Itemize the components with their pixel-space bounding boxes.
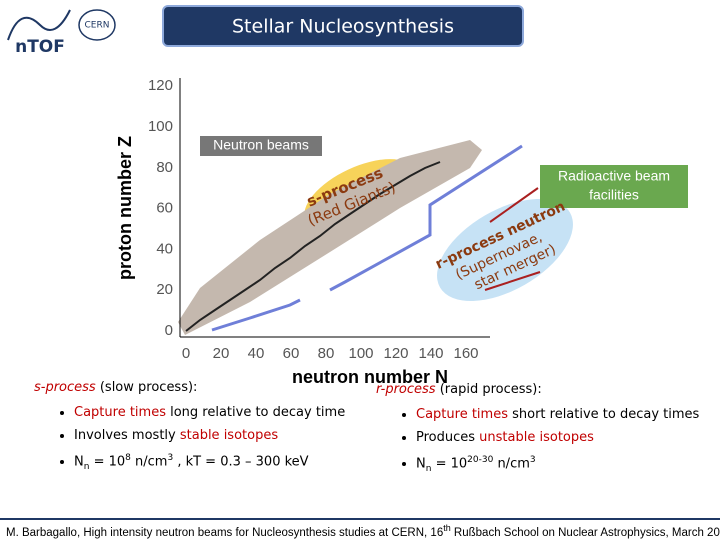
y-axis-label: proton number Z	[115, 136, 135, 280]
arrow	[489, 187, 539, 223]
y-tick-label: 0	[165, 322, 173, 339]
neutron-beams-box	[200, 136, 322, 156]
logo-curve	[7, 9, 71, 41]
y-tick-label: 120	[148, 77, 173, 94]
text-segment: unstable isotopes	[479, 430, 594, 445]
text-segment: long relative to decay time	[165, 405, 346, 420]
x-tick-label: 0	[182, 345, 190, 362]
text-segment: Capture times	[416, 407, 508, 422]
text-segment: n	[425, 463, 432, 474]
text-segment: n/cm	[130, 454, 168, 470]
s-process-block: s-process (slow process): Capture times l…	[34, 376, 345, 479]
text-segment: s-process	[34, 380, 96, 395]
x-tick-label: 160	[453, 345, 478, 362]
neutron-beam-limit	[329, 144, 523, 292]
neutron-beam-limit-low	[211, 298, 301, 332]
bullet: Nn = 1020-30 n/cm3	[416, 449, 699, 481]
logo-ntof: nTOF	[15, 37, 65, 57]
x-tick-label: 80	[318, 345, 335, 362]
text-segment: Capture times	[74, 405, 166, 420]
text-segment: 8	[125, 453, 131, 463]
y-tick-label: 100	[148, 118, 173, 135]
nuclide-band	[178, 140, 482, 335]
text-segment: Involves mostly	[74, 428, 180, 443]
text-segment: = 10	[89, 454, 126, 470]
x-tick-label: 20	[213, 345, 230, 362]
text-segment: n	[83, 461, 90, 472]
text-segment: stable isotopes	[179, 428, 279, 443]
text-segment: Rußbach School on Nuclear Astrophysics, …	[450, 526, 720, 539]
text-segment: N	[416, 456, 426, 472]
bullet: Produces unstable isotopes	[416, 426, 699, 449]
r-process-block: r-process (rapid process): Capture times …	[376, 378, 699, 481]
title: Stellar Nucleosynthesis	[232, 16, 454, 38]
text-segment: short relative to decay times	[507, 407, 700, 422]
x-tick-label: 100	[348, 345, 373, 362]
bullet: Capture times long relative to decay tim…	[74, 401, 345, 424]
text-segment: 3	[529, 455, 536, 465]
y-tick-label: 80	[156, 159, 173, 176]
y-tick-label: 40	[156, 240, 173, 257]
text-segment: r-process	[376, 382, 436, 397]
r-process-region	[437, 198, 573, 302]
neutron-beams-label: Neutron beams	[213, 137, 309, 153]
radioactive-box	[540, 165, 688, 208]
text-segment: (slow process):	[95, 380, 198, 395]
text-segment: 20-30	[467, 455, 494, 465]
text-segment: (rapid process):	[435, 382, 542, 397]
text-segment: M. Barbagallo, High intensity neutron be…	[6, 526, 444, 539]
bullet: Capture times short relative to decay ti…	[416, 403, 699, 426]
radioactive-label: Radioactive beam	[558, 168, 670, 184]
radioactive-label: facilities	[589, 187, 639, 203]
logo-cern: CERN	[85, 21, 110, 31]
y-tick-label: 20	[156, 281, 173, 298]
text-segment: th	[443, 523, 451, 533]
title-bar	[162, 5, 524, 47]
text-segment: = 10	[431, 456, 468, 472]
x-tick-label: 60	[283, 345, 300, 362]
bullet: Involves mostly stable isotopes	[74, 424, 345, 447]
text-segment: 3	[167, 453, 174, 463]
x-tick-label: 140	[418, 345, 443, 362]
bullet: Nn = 108 n/cm3 , kT = 0.3 – 300 keV	[74, 447, 345, 479]
stability-line	[185, 161, 441, 332]
text-segment: n/cm	[493, 456, 530, 472]
x-axis-label: neutron number N	[292, 367, 448, 387]
y-tick-label: 60	[156, 200, 173, 217]
arrow	[484, 271, 541, 291]
text-segment: , kT = 0.3 – 300 keV	[173, 454, 309, 470]
x-tick-label: 120	[383, 345, 408, 362]
text-segment: Produces	[416, 430, 480, 445]
text-segment: N	[74, 454, 84, 470]
footer: M. Barbagallo, High intensity neutron be…	[6, 523, 720, 539]
x-tick-label: 40	[248, 345, 265, 362]
logo-cern-ring	[78, 9, 116, 41]
